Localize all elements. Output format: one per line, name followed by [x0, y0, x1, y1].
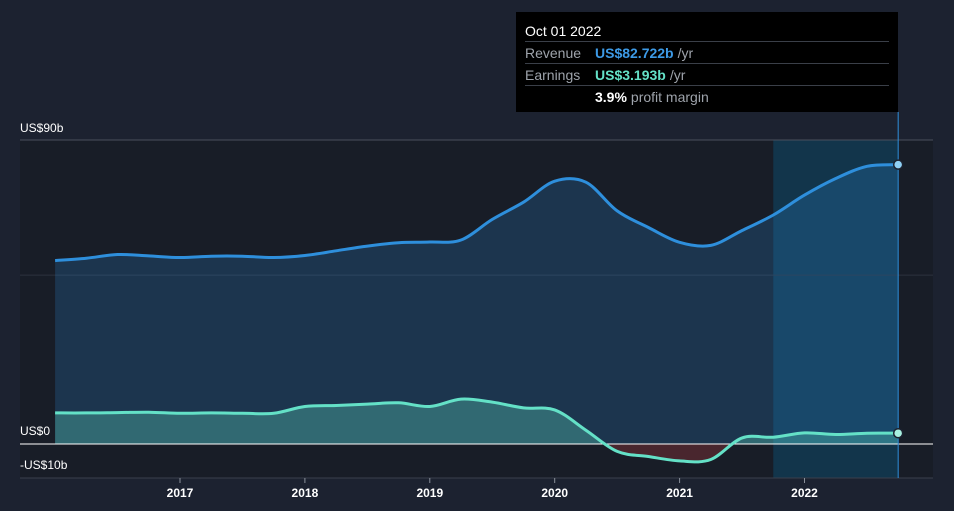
- x-tick-label: 2018: [292, 486, 319, 500]
- revenue-area: [55, 164, 899, 444]
- tooltip-date: Oct 01 2022: [525, 23, 602, 39]
- grid-lines: [20, 139, 933, 479]
- highlight-region: [773, 140, 899, 478]
- x-tick-label: 2017: [167, 486, 194, 500]
- tooltip-revenue-unit: /yr: [677, 44, 694, 61]
- y-tick-label: -US$10b: [20, 458, 68, 472]
- x-tick-label: 2020: [541, 486, 568, 500]
- earnings-loss-area: [55, 444, 899, 462]
- tooltip-earnings-row: Earnings US$3.193b /yr: [525, 63, 889, 85]
- earnings-line[interactable]: [55, 397, 899, 464]
- tooltip-margin-value: 3.9%: [595, 88, 627, 105]
- tooltip-revenue-row: Revenue US$82.722b /yr: [525, 41, 889, 63]
- tooltip: Oct 01 2022 Revenue US$82.722b /yr Earni…: [516, 12, 898, 112]
- earnings-area: [55, 398, 899, 444]
- tooltip-earnings-value: US$3.193b: [595, 66, 666, 83]
- tooltip-revenue-label: Revenue: [525, 44, 582, 61]
- tooltip-earnings-unit: /yr: [669, 66, 686, 83]
- y-tick-label: US$0: [20, 424, 50, 438]
- x-tick-label: 2021: [666, 486, 693, 500]
- tooltip-earnings-label: Earnings: [525, 66, 581, 83]
- revenue-marker[interactable]: [892, 159, 904, 170]
- tooltip-margin-row: 3.9% profit margin: [525, 85, 889, 107]
- revenue-line[interactable]: [54, 163, 899, 263]
- x-axis-ticks: 2017 2018 2019 2020 2021 2022: [167, 478, 818, 500]
- tooltip-margin-label: profit margin: [630, 88, 709, 105]
- tooltip-revenue-value: US$82.722b: [595, 44, 674, 61]
- y-tick-label: US$90b: [20, 121, 64, 135]
- x-tick-label: 2019: [416, 486, 443, 500]
- earnings-marker[interactable]: [892, 427, 904, 439]
- x-tick-label: 2022: [791, 486, 818, 500]
